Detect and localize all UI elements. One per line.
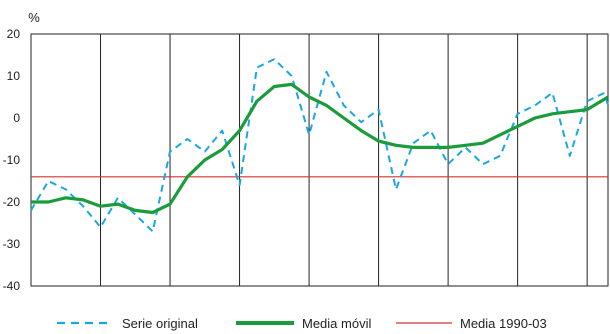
y-tick-label: 10: [7, 69, 21, 83]
series-line-serie-original: [30, 58, 609, 233]
legend-item-serie-original: Serie original: [56, 314, 198, 332]
y-tick-label: -40: [3, 279, 21, 293]
y-tick-label: 0: [13, 111, 20, 125]
y-tick-label: -10: [3, 153, 21, 167]
legend-label: Media 1990-03: [460, 315, 547, 331]
legend-item-media-1990-03: Media 1990-03: [396, 314, 547, 332]
legend-swatch-thick: [236, 321, 294, 325]
legend-swatch-thin: [396, 322, 452, 324]
legend-label: Media móvil: [302, 315, 372, 331]
y-unit-label: %: [28, 10, 40, 25]
legend-label: Serie original: [122, 315, 198, 331]
legend-swatch-dashed: [57, 321, 113, 325]
series-line-media-movil: [31, 82, 609, 215]
y-tick-label: 20: [7, 27, 21, 41]
plot-area: [30, 33, 609, 287]
y-tick-label: -20: [3, 195, 21, 209]
legend: Serie original Media móvil Media 1990-03: [0, 314, 610, 332]
y-tick-label: -30: [3, 237, 21, 251]
legend-item-media-movil: Media móvil: [236, 314, 371, 332]
